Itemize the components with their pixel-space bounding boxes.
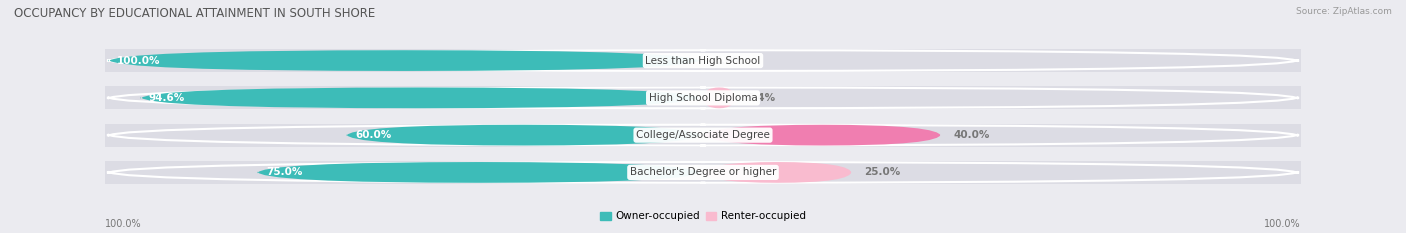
FancyBboxPatch shape bbox=[257, 162, 700, 183]
Text: 60.0%: 60.0% bbox=[356, 130, 392, 140]
Text: 5.4%: 5.4% bbox=[747, 93, 776, 103]
Text: 25.0%: 25.0% bbox=[863, 168, 900, 177]
Text: 75.0%: 75.0% bbox=[266, 168, 302, 177]
FancyBboxPatch shape bbox=[703, 87, 735, 108]
Text: 100.0%: 100.0% bbox=[1264, 219, 1301, 229]
FancyBboxPatch shape bbox=[704, 162, 852, 183]
Text: Less than High School: Less than High School bbox=[645, 56, 761, 65]
Text: High School Diploma: High School Diploma bbox=[648, 93, 758, 103]
FancyBboxPatch shape bbox=[141, 87, 700, 108]
Text: 100.0%: 100.0% bbox=[117, 56, 160, 65]
FancyBboxPatch shape bbox=[108, 87, 1298, 108]
FancyBboxPatch shape bbox=[108, 125, 1298, 146]
Text: 100.0%: 100.0% bbox=[105, 219, 142, 229]
Legend: Owner-occupied, Renter-occupied: Owner-occupied, Renter-occupied bbox=[596, 207, 810, 226]
Text: 94.6%: 94.6% bbox=[149, 93, 186, 103]
Text: College/Associate Degree: College/Associate Degree bbox=[636, 130, 770, 140]
Text: Bachelor's Degree or higher: Bachelor's Degree or higher bbox=[630, 168, 776, 177]
FancyBboxPatch shape bbox=[108, 162, 1298, 183]
Text: 40.0%: 40.0% bbox=[953, 130, 990, 140]
FancyBboxPatch shape bbox=[108, 50, 700, 71]
Text: Source: ZipAtlas.com: Source: ZipAtlas.com bbox=[1296, 7, 1392, 16]
FancyBboxPatch shape bbox=[704, 125, 941, 146]
Text: 0.0%: 0.0% bbox=[714, 56, 744, 65]
FancyBboxPatch shape bbox=[346, 125, 702, 146]
FancyBboxPatch shape bbox=[108, 50, 1298, 71]
Text: OCCUPANCY BY EDUCATIONAL ATTAINMENT IN SOUTH SHORE: OCCUPANCY BY EDUCATIONAL ATTAINMENT IN S… bbox=[14, 7, 375, 20]
